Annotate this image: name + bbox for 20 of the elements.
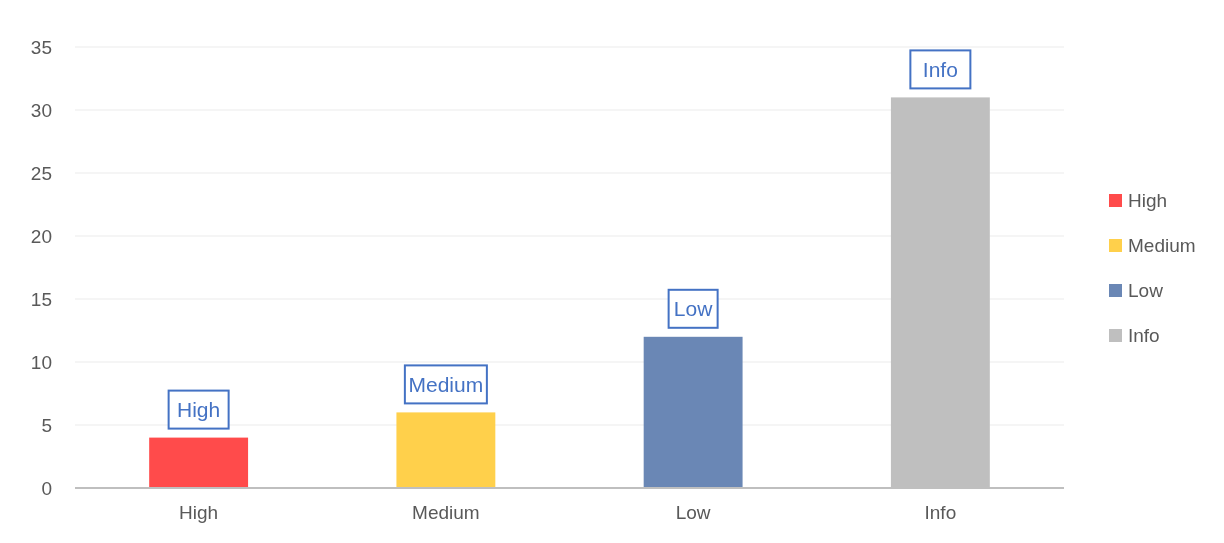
x-tick-label: Info	[924, 502, 957, 523]
legend-label: High	[1128, 189, 1168, 211]
data-label: Low	[673, 297, 714, 321]
legend-label: Medium	[1128, 234, 1196, 256]
y-tick-label: 25	[30, 162, 52, 184]
y-tick-label: 10	[30, 351, 52, 373]
y-tick-label: 20	[30, 225, 52, 247]
data-label: Medium	[408, 372, 484, 396]
x-tick-label: High	[179, 502, 219, 523]
y-tick-label: 30	[30, 99, 52, 121]
data-label: High	[177, 397, 221, 421]
y-tick-label: 35	[30, 36, 52, 58]
legend-label: Low	[1128, 279, 1164, 301]
legend-label: Info	[1128, 324, 1160, 346]
x-tick-label: Low	[675, 502, 711, 523]
y-tick-label: 0	[41, 477, 52, 499]
x-tick-label: Medium	[412, 502, 480, 523]
y-tick-label: 15	[30, 288, 52, 310]
y-tick-label: 5	[41, 414, 52, 436]
data-label: Info	[922, 57, 958, 81]
